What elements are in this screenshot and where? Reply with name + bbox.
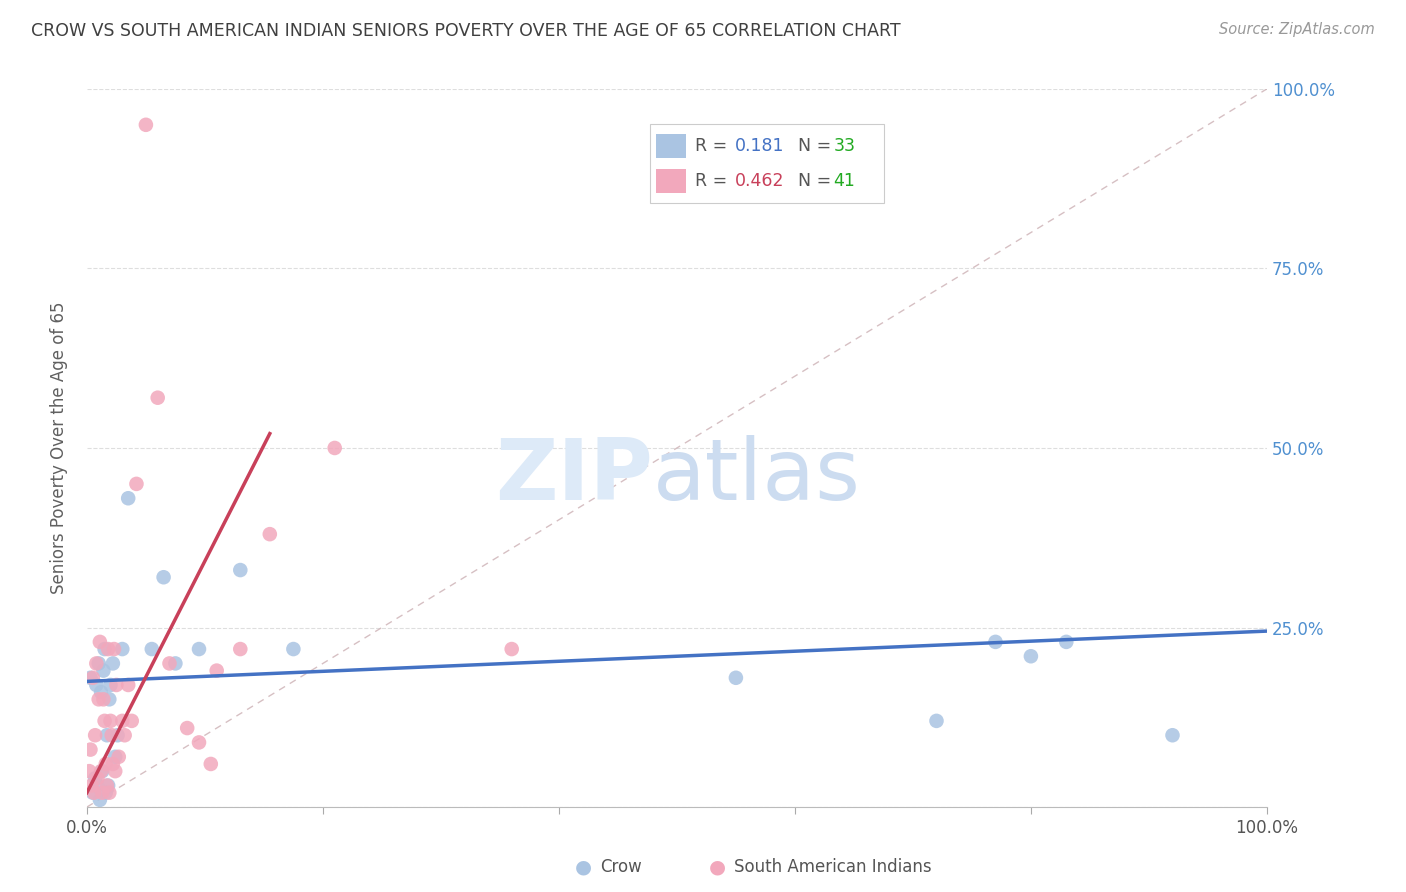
Point — [101, 756, 124, 771]
Point — [188, 642, 211, 657]
Point — [98, 692, 121, 706]
Point — [84, 772, 107, 786]
Point — [79, 671, 101, 685]
Point — [229, 563, 252, 577]
Point — [159, 657, 181, 671]
Point — [91, 764, 114, 779]
Text: Source: ZipAtlas.com: Source: ZipAtlas.com — [1219, 22, 1375, 37]
Point — [105, 678, 128, 692]
Point — [94, 756, 117, 771]
Point — [259, 527, 281, 541]
Text: ●: ● — [575, 857, 592, 877]
Point — [200, 756, 222, 771]
Point — [77, 764, 100, 779]
Point — [82, 671, 104, 685]
Point — [176, 721, 198, 735]
Point — [283, 642, 305, 657]
Point — [103, 642, 125, 657]
Point — [925, 714, 948, 728]
Point — [1019, 649, 1042, 664]
Point — [86, 772, 108, 786]
Point — [724, 671, 747, 685]
Point — [135, 118, 157, 132]
Point — [229, 642, 252, 657]
Point — [96, 728, 118, 742]
Point — [93, 642, 115, 657]
Point — [188, 735, 211, 749]
Point — [89, 793, 111, 807]
Text: CROW VS SOUTH AMERICAN INDIAN SENIORS POVERTY OVER THE AGE OF 65 CORRELATION CHA: CROW VS SOUTH AMERICAN INDIAN SENIORS PO… — [31, 22, 901, 40]
Point — [107, 749, 129, 764]
Point — [141, 642, 163, 657]
Text: atlas: atlas — [654, 435, 862, 518]
Point — [91, 786, 114, 800]
Point — [104, 749, 127, 764]
Point — [97, 779, 120, 793]
Point — [114, 728, 136, 742]
Point — [87, 657, 110, 671]
Point — [146, 391, 169, 405]
Point — [79, 742, 101, 756]
Text: R =: R = — [696, 137, 733, 155]
Text: 0.181: 0.181 — [735, 137, 785, 155]
Point — [100, 714, 122, 728]
Point — [1054, 635, 1077, 649]
Point — [121, 714, 143, 728]
Point — [96, 779, 118, 793]
Point — [90, 685, 112, 699]
Point — [111, 714, 134, 728]
Text: 33: 33 — [834, 137, 855, 155]
Point — [984, 635, 1007, 649]
Point — [98, 786, 121, 800]
Point — [1161, 728, 1184, 742]
Point — [501, 642, 523, 657]
Point — [104, 764, 127, 779]
Point — [86, 779, 108, 793]
Point — [84, 728, 107, 742]
Point — [152, 570, 174, 584]
Text: N =: N = — [787, 137, 837, 155]
Point — [165, 657, 187, 671]
Point — [93, 664, 115, 678]
Text: South American Indians: South American Indians — [734, 858, 932, 876]
Point — [117, 678, 139, 692]
Point — [86, 657, 108, 671]
Point — [82, 786, 104, 800]
Text: R =: R = — [696, 172, 733, 190]
Point — [89, 635, 111, 649]
Text: ZIP: ZIP — [495, 435, 654, 518]
Point — [97, 642, 120, 657]
Point — [94, 786, 117, 800]
Text: 0.462: 0.462 — [735, 172, 785, 190]
Point — [117, 491, 139, 506]
Point — [93, 714, 115, 728]
Point — [100, 678, 122, 692]
Y-axis label: Seniors Poverty Over the Age of 65: Seniors Poverty Over the Age of 65 — [51, 301, 67, 594]
Text: Crow: Crow — [600, 858, 643, 876]
Point — [90, 764, 112, 779]
Point — [323, 441, 346, 455]
Point — [83, 786, 105, 800]
Point — [111, 642, 134, 657]
Point — [80, 779, 103, 793]
Point — [93, 692, 115, 706]
Point — [87, 692, 110, 706]
Point — [107, 728, 129, 742]
Point — [125, 476, 148, 491]
Text: 41: 41 — [834, 172, 855, 190]
Point — [100, 728, 122, 742]
Text: ●: ● — [709, 857, 725, 877]
Point — [101, 657, 124, 671]
Point — [205, 664, 228, 678]
Text: N =: N = — [787, 172, 837, 190]
Point — [86, 678, 108, 692]
